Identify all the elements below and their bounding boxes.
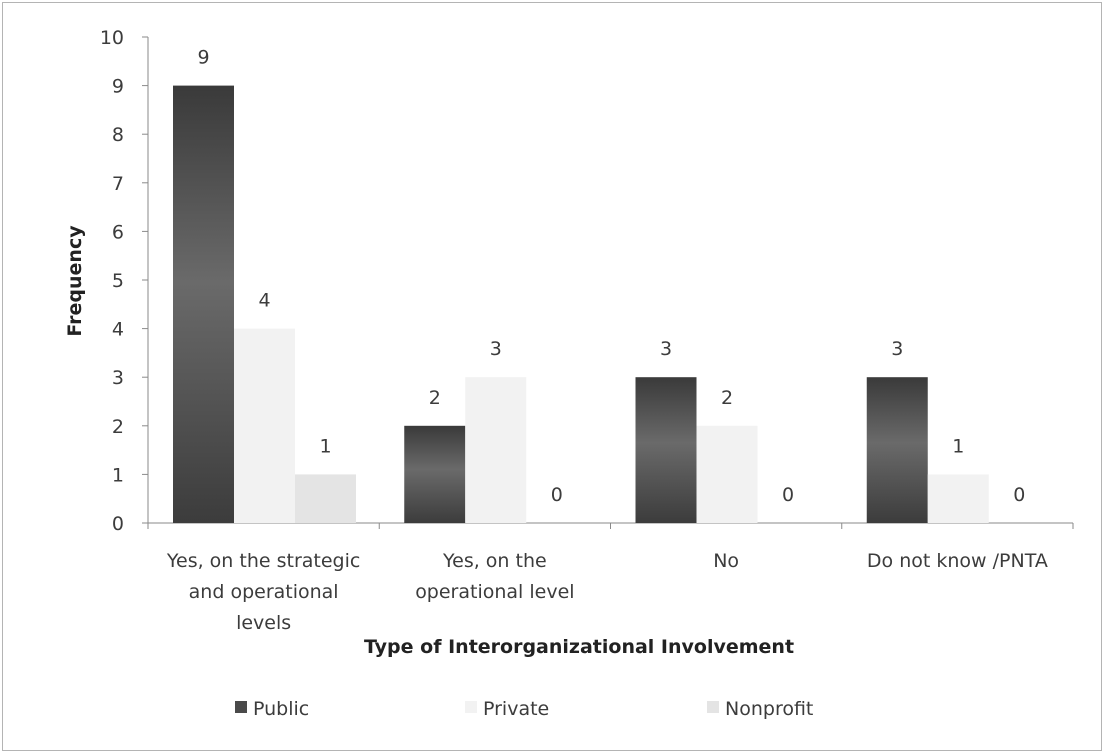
y-tick-label: 4 (112, 319, 124, 341)
legend-swatch-public (235, 701, 247, 713)
data-label: 1 (952, 435, 964, 457)
data-label: 9 (197, 47, 209, 69)
data-label: 0 (1013, 484, 1025, 506)
bar-public (866, 377, 928, 523)
bar-public (173, 85, 234, 523)
y-tick-label: 1 (112, 464, 124, 486)
legend-label-nonprofit: Nonprofit (725, 698, 813, 720)
data-label: 3 (490, 338, 502, 360)
data-label: 3 (660, 338, 672, 360)
bar-public (404, 425, 466, 523)
x-category-label: Do not know /PNTA (867, 550, 1048, 572)
y-tick-label: 10 (100, 27, 124, 49)
data-label: 2 (721, 387, 733, 409)
bar-private (927, 474, 989, 523)
bar-nonprofit (295, 474, 356, 523)
y-axis-title: Frequency (64, 225, 86, 337)
bar-public (635, 377, 697, 523)
y-tick-label: 9 (112, 76, 124, 98)
data-label: 3 (891, 338, 903, 360)
legend-swatch-nonprofit (707, 701, 719, 713)
x-axis-title: Type of Interorganizational Involvement (364, 636, 794, 658)
legend-label-private: Private (483, 698, 549, 720)
x-category-label: Yes, on the operational level (415, 550, 574, 603)
bar-private (696, 425, 758, 523)
y-tick-label: 0 (112, 513, 124, 535)
y-tick-label: 5 (112, 270, 124, 292)
data-label: 0 (782, 484, 794, 506)
bar-private (465, 377, 527, 523)
data-label: 0 (551, 484, 563, 506)
y-tick-label: 3 (112, 367, 124, 389)
y-tick-label: 8 (112, 124, 124, 146)
legend-label-public: Public (253, 698, 309, 720)
y-tick-label: 2 (112, 416, 124, 438)
y-tick-label: 7 (112, 173, 124, 195)
x-category-label: No (713, 550, 739, 572)
y-tick-label: 6 (112, 221, 124, 243)
x-category-label: Yes, on the strategic and operational leve… (166, 550, 360, 634)
data-label: 1 (319, 435, 331, 457)
legend-swatch-private (465, 701, 477, 713)
data-label: 4 (258, 290, 270, 312)
bar-private (234, 328, 295, 523)
data-label: 2 (429, 387, 441, 409)
